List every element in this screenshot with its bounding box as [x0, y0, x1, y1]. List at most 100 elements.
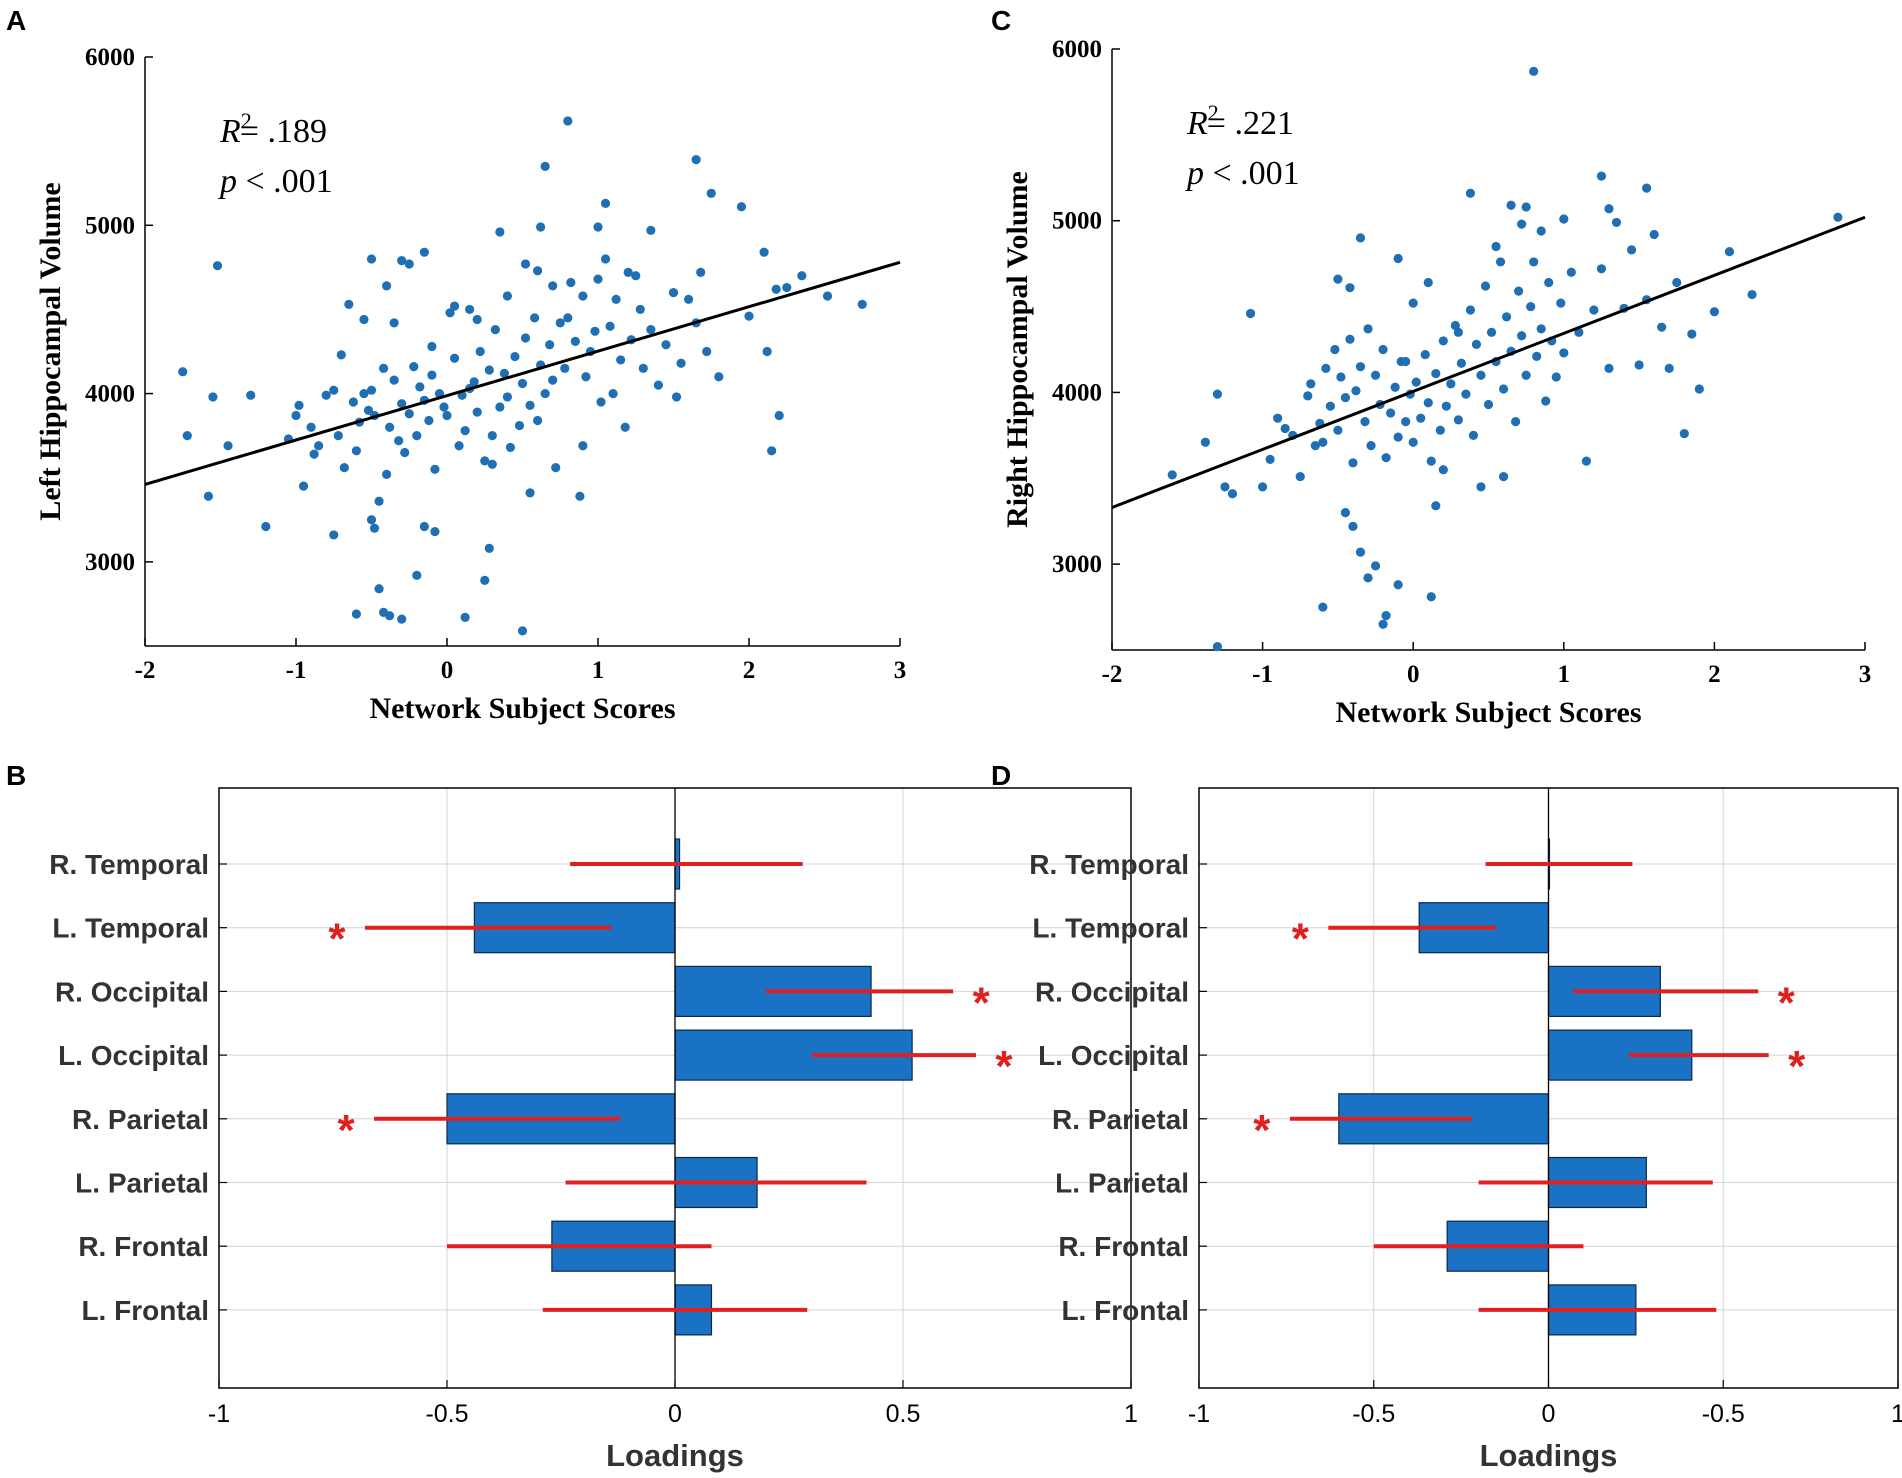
- data-point: [369, 523, 380, 533]
- data-point: [1495, 257, 1506, 267]
- data-point: [822, 291, 833, 301]
- data-point: [363, 405, 374, 415]
- data-point: [536, 222, 546, 232]
- data-point: [1514, 286, 1524, 296]
- data-point: [1336, 372, 1346, 382]
- data-point: [1355, 362, 1366, 372]
- data-point: [1596, 264, 1607, 274]
- data-point: [1426, 456, 1436, 466]
- data-point: [1435, 425, 1445, 435]
- data-point: [1370, 370, 1381, 380]
- data-point: [551, 463, 561, 473]
- data-point: [691, 155, 701, 165]
- data-point: [1401, 417, 1411, 427]
- data-point: [495, 402, 505, 412]
- data-point: [1506, 200, 1516, 210]
- data-point: [646, 325, 656, 335]
- data-point: [400, 447, 410, 458]
- data-point: [1694, 384, 1704, 394]
- category-label: L. Temporal: [1032, 913, 1189, 944]
- data-point: [374, 496, 384, 506]
- data-point: [600, 198, 611, 209]
- data-point: [646, 225, 656, 235]
- data-point: [475, 346, 485, 357]
- panel-letter: C: [991, 5, 1011, 36]
- data-point: [635, 304, 645, 315]
- category-label: R. Frontal: [78, 1231, 209, 1262]
- data-point: [1245, 308, 1256, 319]
- data-point: [545, 340, 555, 350]
- data-point: [1393, 253, 1403, 264]
- data-point: [246, 390, 256, 400]
- data-point: [653, 380, 664, 390]
- data-point: [1366, 441, 1376, 451]
- data-point: [623, 267, 633, 278]
- data-point: [1220, 482, 1230, 492]
- data-point: [590, 326, 600, 336]
- data-point: [484, 543, 494, 553]
- x-tick-label: 0.5: [886, 1400, 921, 1428]
- data-point: [502, 392, 512, 402]
- y-tick-label: 6000: [85, 44, 135, 71]
- category-label: R. Parietal: [1052, 1104, 1189, 1135]
- data-point: [374, 584, 384, 594]
- data-point: [1303, 391, 1313, 401]
- data-point: [366, 515, 377, 525]
- data-point: [348, 397, 358, 407]
- data-point: [366, 385, 377, 395]
- data-point: [555, 318, 565, 328]
- data-point: [1348, 521, 1358, 531]
- regression-line: [144, 260, 901, 486]
- data-point: [1360, 417, 1370, 427]
- data-point: [578, 441, 588, 451]
- data-point: [208, 392, 218, 402]
- data-point: [1559, 214, 1569, 224]
- data-point: [1476, 482, 1486, 492]
- data-point: [611, 294, 621, 304]
- data-point: [321, 390, 331, 400]
- data-point: [1411, 377, 1421, 387]
- data-point: [1200, 437, 1210, 447]
- category-label: R. Occipital: [55, 976, 209, 1007]
- data-point: [469, 377, 479, 387]
- r-squared-annotation: R2= .221: [1186, 100, 1294, 142]
- data-point: [514, 420, 525, 431]
- data-point: [581, 372, 591, 382]
- data-point: [502, 291, 512, 301]
- category-label: L. Frontal: [81, 1295, 209, 1326]
- data-point: [1426, 592, 1436, 602]
- data-point: [797, 271, 807, 281]
- data-point: [1325, 401, 1335, 411]
- data-point: [419, 521, 429, 532]
- data-point: [445, 308, 455, 318]
- data-point: [548, 281, 558, 291]
- data-point: [1461, 389, 1471, 399]
- data-point: [1340, 508, 1351, 518]
- data-point: [1212, 389, 1223, 399]
- x-tick-label: -1: [286, 657, 307, 684]
- data-point: [563, 313, 573, 323]
- data-point: [1438, 465, 1448, 475]
- data-point: [525, 488, 535, 498]
- data-point: [1642, 183, 1652, 193]
- panel-c: C -2 -1 0 1 2 3 3000 4000 5000 6000 Network Subject…: [991, 5, 1871, 729]
- data-point: [1657, 322, 1667, 332]
- data-point: [1348, 458, 1358, 468]
- data-point: [676, 358, 686, 368]
- data-point: [1596, 171, 1607, 181]
- data-point: [1529, 257, 1539, 267]
- data-point: [1589, 305, 1599, 315]
- data-point: [1370, 561, 1381, 571]
- data-point: [736, 202, 747, 212]
- data-point: [351, 609, 361, 619]
- data-point: [1363, 573, 1373, 583]
- y-tick-label: 4000: [85, 381, 135, 408]
- data-point: [575, 491, 585, 501]
- data-point: [382, 469, 392, 479]
- data-point: [1526, 301, 1536, 312]
- data-point: [1446, 379, 1456, 389]
- x-tick-label: 3: [1859, 661, 1872, 688]
- data-point: [767, 446, 777, 456]
- data-point: [212, 261, 223, 271]
